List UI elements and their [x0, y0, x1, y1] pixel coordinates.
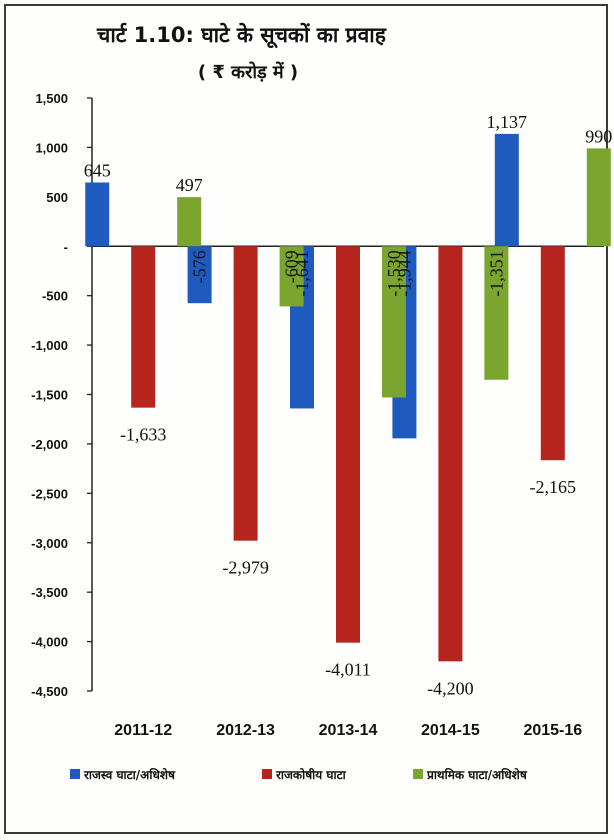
bar [495, 134, 519, 246]
x-tick-label: 2015-16 [523, 722, 582, 739]
bar [587, 148, 611, 246]
data-label: -1,633 [120, 425, 167, 445]
bar [541, 246, 565, 460]
y-tick-label: -500 [42, 289, 68, 304]
y-tick-label: -2,000 [31, 437, 68, 452]
data-label: -2,165 [530, 477, 577, 497]
y-tick-label: -4,500 [31, 684, 68, 699]
y-tick-label: 500 [46, 190, 68, 205]
data-label: -576 [190, 250, 210, 283]
y-tick-label: -3,000 [31, 536, 68, 551]
data-label: -1,530 [384, 250, 404, 297]
legend-swatch [70, 769, 80, 779]
bar [131, 246, 155, 407]
y-tick-label: -1,000 [31, 338, 68, 353]
bars [85, 134, 611, 661]
bar [85, 183, 109, 247]
legend-label: राजकोषीय घाटा [275, 768, 347, 782]
bar [234, 246, 258, 540]
data-label: -4,011 [325, 660, 371, 680]
y-tick-label: -4,000 [31, 635, 68, 650]
legend-label: प्राथमिक घाटा/अधिशेष [426, 768, 528, 782]
x-tick-label: 2011-12 [114, 722, 172, 739]
legend-swatch [413, 769, 423, 779]
x-tick-label: 2012-13 [216, 722, 275, 739]
chart-subtitle: ( ₹ करोड़ में ) [198, 61, 298, 83]
legend-swatch [262, 769, 272, 779]
y-tick-label: - [64, 239, 68, 254]
legend-label: राजस्व घाटा/अधिशेष [83, 768, 176, 782]
data-label: -1,351 [486, 250, 506, 297]
y-tick-label: 1,500 [35, 91, 68, 106]
legend: राजस्व घाटा/अधिशेष राजकोषीय घाटा प्राथमिक … [70, 768, 528, 782]
bar [177, 197, 201, 246]
x-tick-label: 2013-14 [319, 722, 378, 739]
data-label: -2,979 [222, 558, 269, 578]
y-tick-label: -3,500 [31, 585, 68, 600]
data-label: 1,137 [487, 112, 528, 132]
chart-title: चार्ट 1.10: घाटे के सूचकों का प्रवाह [96, 22, 387, 49]
data-label: -4,200 [427, 678, 474, 698]
data-label: 645 [84, 161, 111, 181]
bar [438, 246, 462, 661]
x-tick-label: 2014-15 [421, 722, 480, 739]
y-tick-label: 1,000 [35, 140, 68, 155]
data-label: 497 [176, 175, 203, 195]
data-label: 990 [585, 126, 612, 146]
y-tick-label: -1,500 [31, 388, 68, 403]
data-label: -609 [282, 250, 302, 283]
bar [336, 246, 360, 642]
y-tick-label: -2,500 [31, 486, 68, 501]
